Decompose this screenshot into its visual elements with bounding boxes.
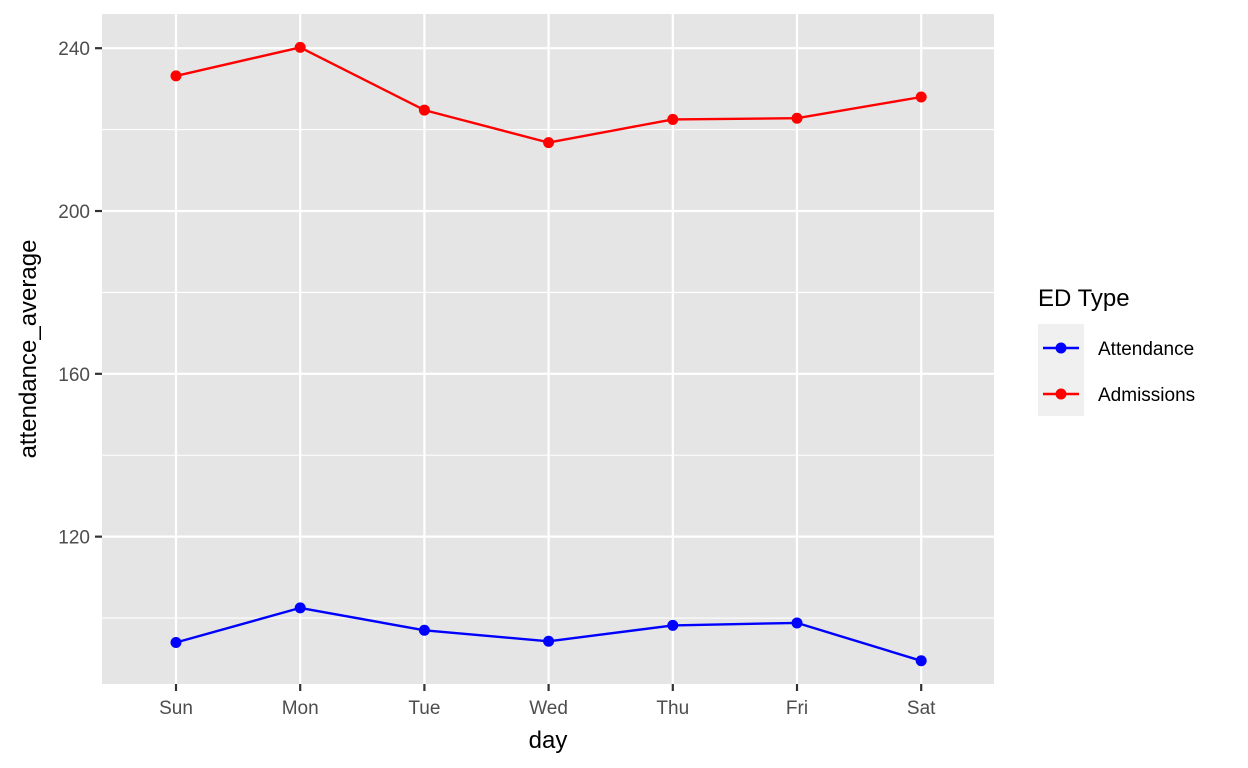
admissions-point (170, 70, 182, 82)
y-tick-label: 160 (58, 365, 90, 386)
legend-key-background (1038, 324, 1084, 416)
y-tick-label: 120 (58, 528, 90, 549)
legend: ED Type Attendance Admissions (1038, 285, 1195, 416)
attendance-point (915, 655, 927, 667)
admissions-legend-label: Admissions (1098, 385, 1195, 406)
attendance-point (543, 635, 555, 647)
axis-ticks: 120 160 200 240 Sun Mon Tue Wed Thu Fri Sat (58, 39, 936, 719)
legend-title: ED Type (1038, 285, 1130, 312)
admissions-point (791, 112, 803, 124)
x-tick-label: Mon (282, 698, 319, 719)
attendance-point (170, 636, 182, 648)
attendance-point (294, 602, 306, 614)
admissions-point (543, 137, 555, 149)
admissions-point (294, 41, 306, 53)
attendance-legend-label: Attendance (1098, 339, 1194, 360)
attendance-point (418, 624, 430, 636)
x-tick-label: Sat (907, 698, 936, 719)
major-gridlines (102, 14, 994, 684)
admissions-point (667, 113, 679, 125)
series-layer (170, 41, 927, 667)
attendance-point (791, 617, 803, 629)
attendance-legend-key-point (1055, 342, 1067, 354)
y-tick-label: 200 (58, 202, 90, 223)
admissions-point (418, 104, 430, 116)
x-tick-label: Fri (786, 698, 808, 719)
y-tick-label: 240 (58, 39, 90, 60)
x-tick-label: Tue (408, 698, 440, 719)
x-tick-label: Sun (159, 698, 193, 719)
x-tick-label: Thu (656, 698, 689, 719)
attendance-point (667, 619, 679, 631)
admissions-point (915, 91, 927, 103)
x-tick-label: Wed (529, 698, 568, 719)
admissions-legend-key-point (1055, 388, 1067, 400)
x-axis-title: day (529, 727, 568, 754)
y-axis-title: attendance_average (15, 240, 42, 459)
